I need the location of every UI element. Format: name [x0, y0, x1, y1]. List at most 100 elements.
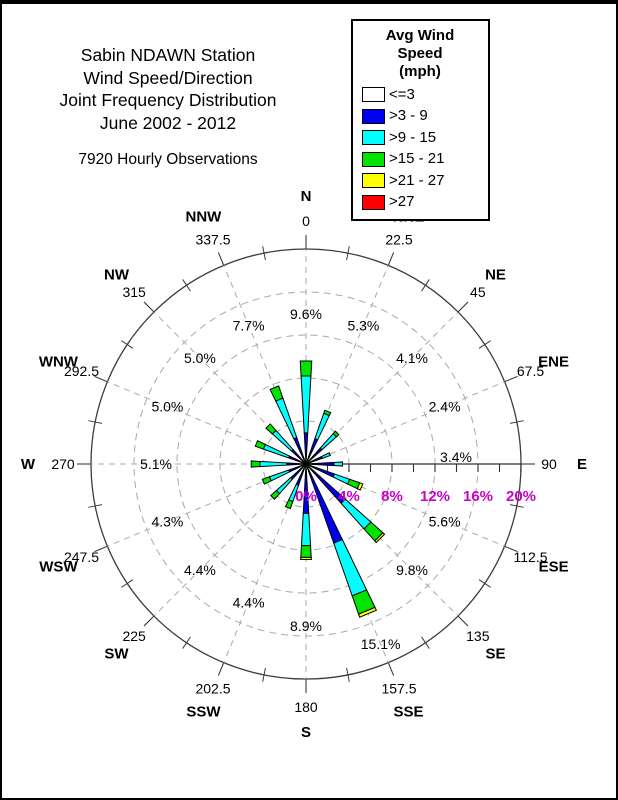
rose-center-dot: [303, 461, 309, 467]
legend-item-5: >27: [362, 194, 484, 210]
petal-segment-SW-2: [275, 476, 294, 495]
petal-segment-NNE-2: [314, 412, 330, 441]
radial-axis-label-12%: 12%: [420, 488, 450, 505]
legend-label-0: <=3: [389, 85, 415, 103]
direction-label-NE: NE: [485, 266, 506, 283]
petal-segment-NE-2: [319, 432, 338, 451]
legend-box: Avg Wind Speed (mph) <=3 >3 - 9 >9 - 15 >15…: [351, 19, 490, 221]
petal-segment-NE-3: [332, 430, 340, 438]
radial-axis-label-4%: 4%: [338, 488, 360, 505]
freq-label-SW: 4.4%: [184, 562, 216, 578]
freq-label-NNW: 7.7%: [233, 317, 265, 333]
legend-label-3: >15 - 21: [389, 150, 445, 167]
title-line-1: Sabin NDAWN Station: [80, 45, 256, 65]
legend-swatch-2: [362, 130, 385, 145]
legend-items: <=3 >3 - 9 >9 - 15 >15 - 21 >21 - 27 >27: [362, 85, 484, 211]
spoke-tick-202.5: [217, 662, 225, 676]
freq-label-W: 5.1%: [140, 456, 172, 472]
degree-label-NE: 45: [470, 284, 486, 300]
spoke-tick-135: [457, 615, 469, 627]
spoke-tick-157.5: [387, 662, 395, 676]
freq-label-NNE: 5.3%: [347, 317, 379, 333]
direction-label-NNW: NNW: [186, 208, 223, 225]
direction-label-SE: SE: [485, 646, 505, 663]
circle-minor-tick-33.75: [421, 279, 430, 292]
spoke-tick-337.5: [217, 252, 225, 266]
legend-swatch-5: [362, 194, 385, 210]
petal-segment-N-2: [300, 375, 312, 434]
freq-label-SSE: 15.1%: [361, 636, 401, 652]
petal-segment-W-3: [250, 460, 261, 468]
circle-minor-tick-168.75: [346, 667, 350, 682]
petal-segment-WSW-2: [268, 469, 291, 482]
circle-minor-tick-56.25: [478, 340, 491, 349]
circle-minor-tick-213.75: [182, 636, 191, 649]
observations-note: 7920 Hourly Observations: [78, 151, 258, 168]
freq-label-WNW: 5.0%: [151, 399, 183, 415]
title-line-4: June 2002 - 2012: [99, 112, 237, 133]
petal-segment-SSW-3: [284, 499, 294, 510]
radial-axis-label-16%: 16%: [463, 488, 493, 505]
petal-segment-SSE-4: [357, 606, 378, 618]
circle-minor-tick-146.25: [421, 636, 430, 649]
legend-title: Avg Wind Speed: [385, 27, 455, 62]
circle-minor-tick-236.25: [121, 579, 134, 588]
spoke-tick-22.5: [387, 252, 395, 266]
circle-minor-tick-348.75: [262, 246, 266, 261]
petal-segment-W-2: [259, 460, 288, 468]
degree-label-WSW: 247.5: [64, 549, 99, 565]
petal-segment-ESE-4: [356, 482, 364, 491]
petal-segment-S-3: [300, 545, 312, 558]
freq-label-N: 9.6%: [290, 306, 322, 322]
spoke-tick-225: [143, 615, 155, 627]
degree-label-SSW: 202.5: [195, 681, 230, 697]
petal-segment-NW-3: [265, 423, 277, 435]
freq-label-NE: 4.1%: [396, 350, 428, 366]
freq-label-SSW: 4.4%: [233, 595, 265, 611]
radial-axis-label-8%: 8%: [381, 488, 403, 505]
petal-segment-E-2: [333, 461, 343, 467]
title-line-3: Joint Frequency Distribution: [59, 90, 277, 110]
direction-label-ENE: ENE: [538, 353, 569, 370]
legend-item-4: >21 - 27: [362, 172, 484, 189]
petal-segment-ENE-2: [320, 452, 332, 459]
direction-label-N: N: [301, 188, 312, 205]
circle-minor-tick-191.25: [262, 667, 266, 682]
radial-axis-label-20%: 20%: [506, 488, 536, 505]
spoke-tick-315: [143, 301, 155, 313]
petal-segment-SW-3: [270, 489, 281, 500]
circle-minor-tick-78.75: [509, 420, 524, 424]
spoke-tick-67.5: [504, 375, 518, 383]
petal-segment-WNW-2: [262, 443, 291, 459]
petal-segment-NW-2: [271, 429, 294, 452]
circle-minor-tick-123.75: [478, 579, 491, 588]
direction-label-SSW: SSW: [186, 704, 221, 721]
petal-segment-S-2: [300, 512, 312, 547]
freq-label-WSW: 4.3%: [151, 513, 183, 529]
petal-segment-SSE-2: [333, 538, 368, 597]
legend-item-1: >3 - 9: [362, 108, 484, 124]
radial-axis-label-0%: 0%: [295, 488, 317, 505]
direction-label-NW: NW: [104, 266, 130, 283]
petal-segment-S-4: [300, 556, 312, 561]
degree-label-ESE: 112.5: [514, 549, 548, 565]
direction-label-SSE: SSE: [394, 704, 424, 721]
circle-minor-tick-101.25: [509, 504, 524, 508]
legend-label-2: >9 - 15: [389, 128, 437, 146]
petal-segment-SE-4: [374, 532, 386, 544]
petal-segment-NNW-2: [275, 397, 298, 440]
degree-label-NNE: 22.5: [385, 231, 412, 247]
direction-label-SW: SW: [104, 646, 129, 663]
degree-label-NNW: 337.5: [195, 231, 230, 247]
circle-minor-tick-326.25: [182, 279, 191, 292]
degree-label-SSE: 157.5: [381, 681, 416, 697]
degree-label-ENE: 67.5: [517, 363, 544, 379]
circle-minor-tick-303.75: [121, 340, 134, 349]
legend-label-5: >27: [389, 193, 415, 210]
degree-label-SE: 135: [466, 628, 490, 644]
legend-swatch-0: [362, 87, 385, 102]
legend-item-0: <=3: [362, 85, 484, 103]
freq-label-ENE: 2.4%: [429, 399, 461, 415]
